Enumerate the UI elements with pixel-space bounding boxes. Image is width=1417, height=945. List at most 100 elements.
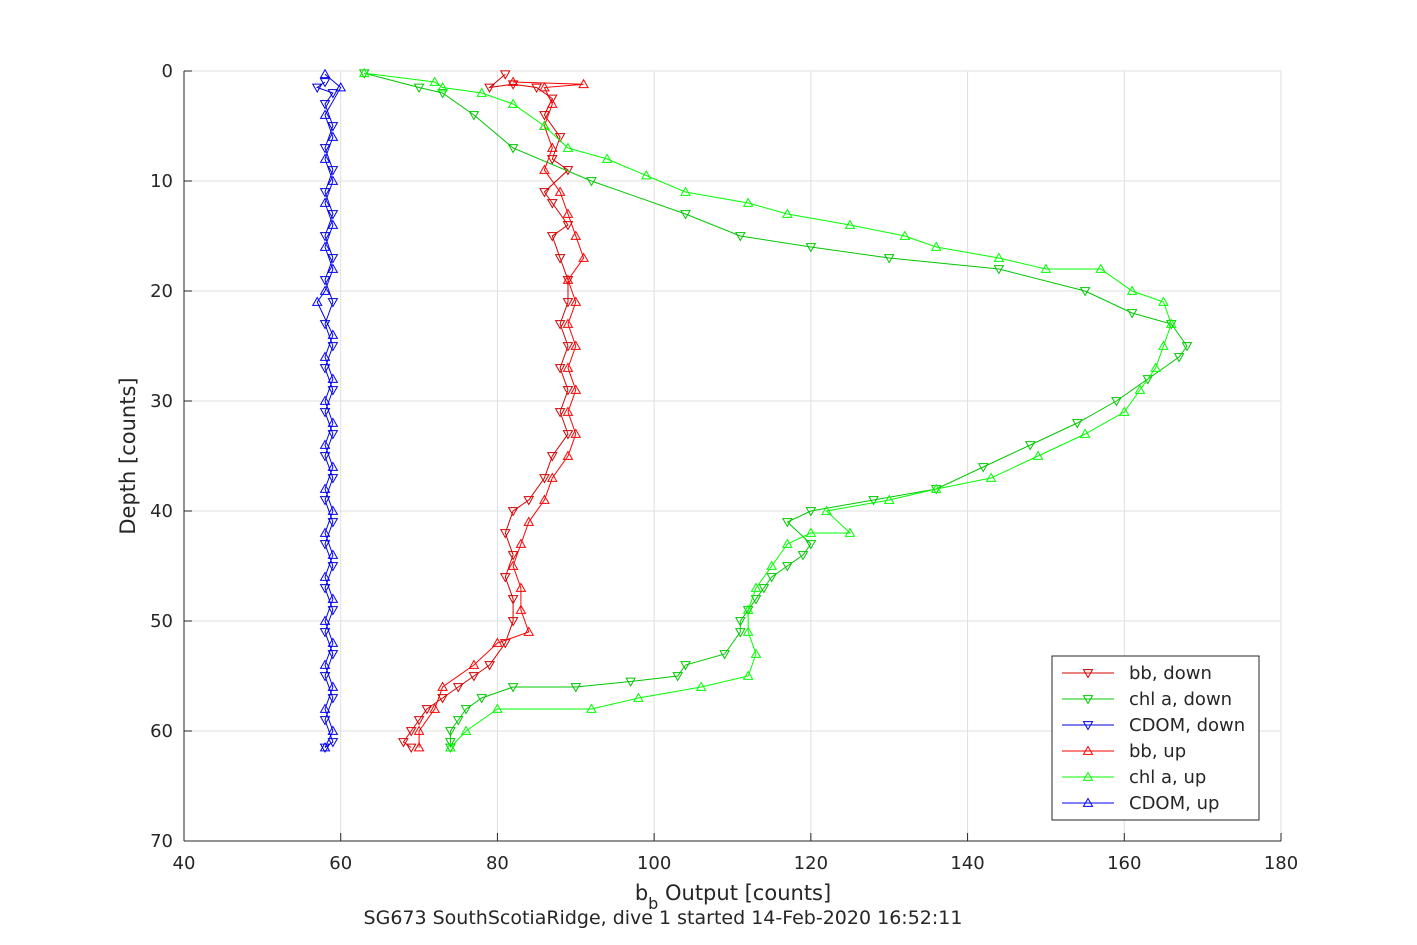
data-point-cdom-up	[327, 593, 339, 603]
legend-box	[1051, 655, 1260, 821]
legend-item-cdom-up: CDOM, up	[1062, 793, 1219, 814]
data-point-chl-a-up	[1158, 340, 1169, 350]
series-cdom-up	[311, 68, 347, 752]
data-point-bb-up	[413, 725, 425, 735]
data-point-cdom-up	[319, 483, 331, 493]
data-point-bb-up	[515, 538, 527, 548]
data-point-bb-up	[570, 384, 582, 394]
data-point-cdom-up	[327, 417, 339, 427]
data-point-cdom-up	[327, 505, 339, 515]
data-point-bb-down	[554, 133, 566, 143]
y-tick-labels: 0 10 20 30 40 50 60 70	[150, 61, 173, 852]
data-point-chl-a-up	[742, 626, 754, 636]
data-point-cdom-down	[319, 452, 331, 462]
data-point-chl-a-up	[358, 67, 370, 78]
data-point-bb-down	[562, 276, 574, 286]
series-bb-up	[413, 76, 589, 752]
x-tick-label: 40	[173, 853, 196, 874]
data-point-chl-a-up	[586, 703, 597, 713]
data-point-chl-a-up	[445, 741, 456, 752]
series-layer	[311, 67, 1193, 754]
data-point-bb-up	[539, 164, 550, 174]
data-point-chl-a-down	[750, 595, 762, 605]
data-point-bb-down	[468, 672, 480, 682]
data-point-chl-a-down	[445, 738, 456, 748]
data-point-cdom-down	[319, 628, 331, 638]
data-point-bb-down	[539, 111, 550, 121]
data-point-chl-a-down	[672, 672, 684, 682]
data-point-bb-down	[437, 694, 448, 704]
data-point-cdom-up	[319, 571, 331, 581]
data-point-bb-down	[562, 386, 574, 396]
data-point-cdom-down	[327, 606, 339, 616]
y-axis-title: Depth [counts]	[116, 377, 140, 534]
data-point-chl-a-up	[1095, 263, 1107, 273]
data-point-chl-a-down	[868, 496, 879, 506]
x-axis-title: bb Output [counts]	[635, 881, 831, 913]
data-point-cdom-down	[327, 518, 339, 528]
data-point-bb-up	[413, 741, 425, 752]
data-point-cdom-down	[327, 342, 339, 352]
data-point-chl-a-down	[1111, 397, 1122, 407]
data-point-bb-up	[523, 626, 535, 636]
data-point-cdom-down	[319, 672, 331, 682]
y-tick-label: 70	[150, 831, 173, 852]
legend-item-chl-a-down: chl a, down	[1062, 689, 1232, 710]
legend-item-bb-down: bb, down	[1062, 663, 1212, 684]
data-point-cdom-down	[327, 254, 339, 264]
data-point-bb-down	[523, 496, 535, 506]
data-point-cdom-up	[319, 153, 331, 163]
data-point-cdom-down	[327, 210, 339, 220]
data-point-chl-a-down	[1071, 419, 1083, 429]
data-point-cdom-down	[319, 232, 331, 242]
data-point-bb-down	[554, 254, 566, 264]
data-point-chl-a-down	[805, 540, 817, 550]
data-point-cdom-up	[319, 395, 331, 405]
data-point-cdom-up	[319, 351, 331, 361]
y-tick-label: 10	[150, 171, 173, 192]
data-point-chl-a-up	[437, 81, 448, 92]
data-point-cdom-up	[335, 81, 347, 92]
data-point-chl-a-down	[1165, 320, 1177, 330]
data-point-cdom-up	[327, 175, 339, 185]
legend-item-cdom-down: CDOM, down	[1062, 715, 1245, 736]
data-point-chl-a-down	[993, 265, 1005, 275]
y-tick-label: 30	[150, 391, 173, 412]
data-point-cdom-up	[319, 68, 331, 79]
data-point-chl-a-down	[468, 111, 480, 121]
data-point-bb-up	[578, 78, 589, 89]
data-point-cdom-up	[319, 659, 331, 669]
data-point-bb-down	[531, 83, 542, 94]
data-point-cdom-up	[311, 296, 323, 306]
data-point-bb-down	[507, 617, 519, 627]
legend-label: chl a, up	[1129, 767, 1206, 788]
data-point-bb-up	[539, 494, 550, 504]
y-tick-label: 0	[162, 61, 173, 82]
series-line-cdom-down	[316, 81, 334, 748]
x-tick-label: 160	[1107, 853, 1141, 874]
series-chl-a-up	[358, 67, 1177, 752]
data-point-chl-a-down	[734, 617, 746, 627]
data-point-bb-up	[507, 76, 519, 86]
data-point-chl-a-up	[993, 252, 1005, 262]
data-point-chl-a-up	[562, 142, 574, 152]
data-point-chl-a-down	[734, 628, 746, 638]
data-point-chl-a-up	[633, 692, 644, 702]
data-point-bb-up	[515, 604, 527, 614]
data-point-chl-a-down	[460, 705, 472, 715]
series-chl-a-down	[358, 69, 1193, 754]
data-point-bb-up	[492, 637, 503, 647]
data-point-bb-down	[507, 551, 519, 561]
data-point-bb-down	[405, 727, 417, 737]
data-point-chl-a-up	[460, 725, 472, 735]
data-point-cdom-up	[327, 681, 339, 691]
legend-item-chl-a-up: chl a, up	[1062, 767, 1206, 788]
data-point-cdom-up	[327, 219, 339, 229]
data-point-bb-down	[546, 199, 558, 209]
legend-label: CDOM, down	[1129, 715, 1245, 736]
data-point-bb-up	[429, 703, 441, 713]
data-point-cdom-down	[319, 276, 331, 286]
data-point-bb-up	[546, 142, 558, 152]
data-point-bb-up	[570, 340, 582, 350]
